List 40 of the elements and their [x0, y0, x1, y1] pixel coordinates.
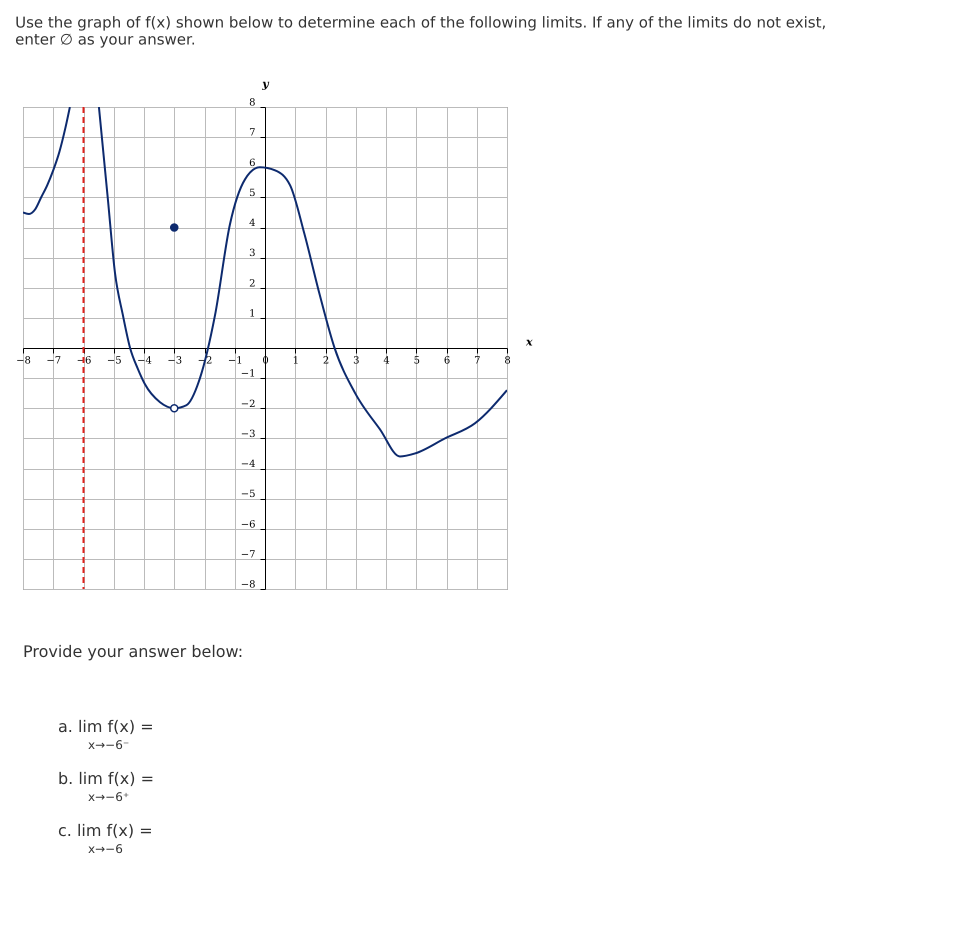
text: Provide your answer below: — [23, 642, 244, 661]
text: x→−6⁺ — [88, 790, 130, 804]
text: b. lim f(x) = — [58, 769, 154, 788]
y-tick-label: 7 — [249, 128, 256, 139]
x-tick-label: −5 — [106, 356, 122, 366]
y-tick-label: −3 — [240, 428, 256, 440]
y-tick-label: 6 — [249, 158, 256, 169]
x-tick-label: 1 — [292, 356, 299, 366]
y-tick-label: 8 — [249, 98, 256, 108]
x-tick-label: −3 — [167, 356, 182, 366]
x-tick-label: 8 — [504, 356, 511, 366]
x-tick-label: −4 — [137, 356, 152, 366]
x-tick-label: 2 — [322, 356, 330, 366]
x-tick-label: 4 — [383, 356, 390, 366]
y-tick-label: −8 — [240, 580, 256, 590]
text: c. lim f(x) = — [58, 821, 153, 840]
x-tick-label: −7 — [46, 356, 62, 366]
x-tick-label: 7 — [474, 356, 480, 366]
text: x→−6⁻ — [88, 738, 130, 752]
x-tick-label: 3 — [353, 356, 360, 366]
y-tick-label: 2 — [249, 278, 256, 290]
x-tick-label: 5 — [414, 356, 420, 366]
y-tick-label: −5 — [240, 489, 256, 500]
chart-title: Use the graph of f(x) shown below to determine each of the following limits. If any of the limits do not exist, enter ∅ as your answer. — [15, 14, 826, 48]
x-axis-title: x — [524, 336, 533, 348]
y-tick-label: 5 — [249, 188, 256, 199]
text: a. lim f(x) = — [58, 717, 154, 736]
y-axis-title: y — [261, 78, 270, 90]
y-tick-label: −2 — [240, 398, 256, 410]
text: x→−6 — [88, 842, 123, 856]
y-tick-label: −6 — [240, 519, 256, 530]
y-tick-label: 4 — [249, 218, 256, 229]
y-tick-label: 3 — [249, 248, 256, 260]
y-tick-label: 1 — [249, 308, 256, 320]
y-tick-label: −7 — [240, 549, 256, 560]
x-tick-label: −8 — [16, 356, 31, 366]
x-tick-label: −1 — [228, 356, 243, 366]
x-tick-label: 6 — [444, 356, 450, 366]
y-tick-label: −4 — [240, 459, 256, 470]
y-tick-label: −1 — [240, 368, 256, 380]
